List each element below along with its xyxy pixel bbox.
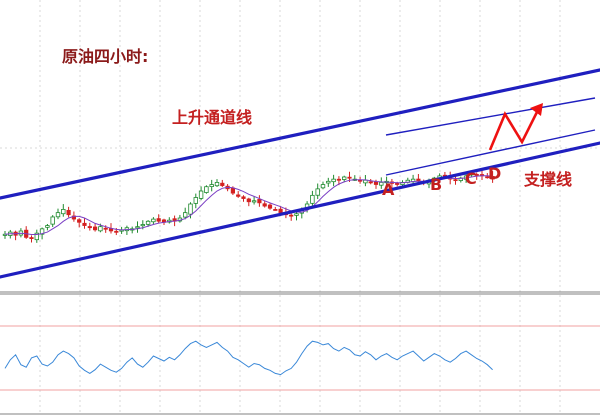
candle-body bbox=[61, 208, 66, 215]
projection-arrow bbox=[488, 109, 540, 151]
candle-body bbox=[34, 232, 39, 241]
point-d-label: D bbox=[488, 164, 501, 183]
candle-body bbox=[114, 230, 119, 233]
candle-body bbox=[87, 226, 92, 229]
candle-body bbox=[93, 226, 98, 231]
candle-body bbox=[262, 203, 267, 207]
projection-arrowhead bbox=[530, 103, 543, 116]
candle-body bbox=[267, 204, 273, 209]
candle-body bbox=[368, 181, 373, 184]
candle-body bbox=[50, 216, 55, 225]
point-a-label: A bbox=[382, 180, 395, 199]
candle-body bbox=[145, 220, 151, 225]
chart-title: 原油四小时: bbox=[62, 47, 148, 66]
candle-body bbox=[336, 178, 342, 181]
candle-body bbox=[315, 188, 320, 196]
candle-body bbox=[98, 226, 103, 232]
candle-body bbox=[103, 227, 108, 230]
candle-body bbox=[341, 176, 347, 180]
candle-body bbox=[357, 179, 363, 182]
candle-body bbox=[363, 179, 368, 184]
candle-body bbox=[188, 203, 193, 215]
channel-lower-line bbox=[0, 141, 600, 279]
candle-body bbox=[198, 190, 204, 199]
candle-body bbox=[151, 218, 156, 223]
candle-body bbox=[230, 187, 236, 194]
candle-body bbox=[214, 181, 220, 187]
candle-body bbox=[347, 176, 352, 179]
candle-body bbox=[156, 218, 161, 222]
candle-body bbox=[331, 178, 336, 183]
channel-upper-line bbox=[0, 68, 600, 200]
point-b-label: B bbox=[430, 175, 442, 194]
candle-body bbox=[39, 228, 45, 235]
candle-body bbox=[273, 209, 278, 211]
candle-body bbox=[294, 213, 299, 216]
candle-body bbox=[251, 200, 257, 203]
candle-body bbox=[474, 174, 479, 176]
subchannel-upper-line bbox=[385, 97, 596, 136]
candle-body bbox=[193, 197, 198, 204]
candle-body bbox=[140, 224, 145, 227]
channel-label: 上升通道线 bbox=[172, 108, 252, 127]
candle-body bbox=[310, 194, 315, 204]
candle-body bbox=[320, 184, 326, 189]
point-c-label: C bbox=[465, 169, 477, 188]
candle-body bbox=[236, 194, 241, 197]
candle-body bbox=[204, 186, 209, 193]
oscillator-line bbox=[4, 340, 493, 376]
support-label: 支撑线 bbox=[523, 170, 572, 189]
candle-body bbox=[77, 219, 82, 223]
candle-body bbox=[182, 212, 188, 218]
candle-body bbox=[2, 233, 8, 236]
candle-body bbox=[29, 237, 34, 239]
candle-body bbox=[220, 182, 225, 186]
candle-body bbox=[209, 184, 214, 187]
subchannel-lower-line bbox=[385, 129, 596, 176]
moving-average-line bbox=[4, 175, 493, 235]
candle-body bbox=[135, 226, 140, 229]
candle-body bbox=[373, 181, 379, 185]
candle-body bbox=[326, 180, 331, 184]
candle-body bbox=[278, 208, 283, 213]
candle-body bbox=[289, 214, 294, 217]
candle-body bbox=[469, 173, 474, 176]
candle-body bbox=[241, 196, 246, 199]
candle-body bbox=[246, 198, 251, 203]
candle-body bbox=[485, 176, 490, 179]
candle-body bbox=[453, 179, 458, 182]
candle-body bbox=[55, 212, 61, 218]
candle-body bbox=[45, 225, 50, 228]
candle-body bbox=[395, 182, 400, 185]
candle-body bbox=[257, 199, 262, 204]
candle-body bbox=[66, 209, 71, 216]
candle-body bbox=[82, 222, 87, 226]
